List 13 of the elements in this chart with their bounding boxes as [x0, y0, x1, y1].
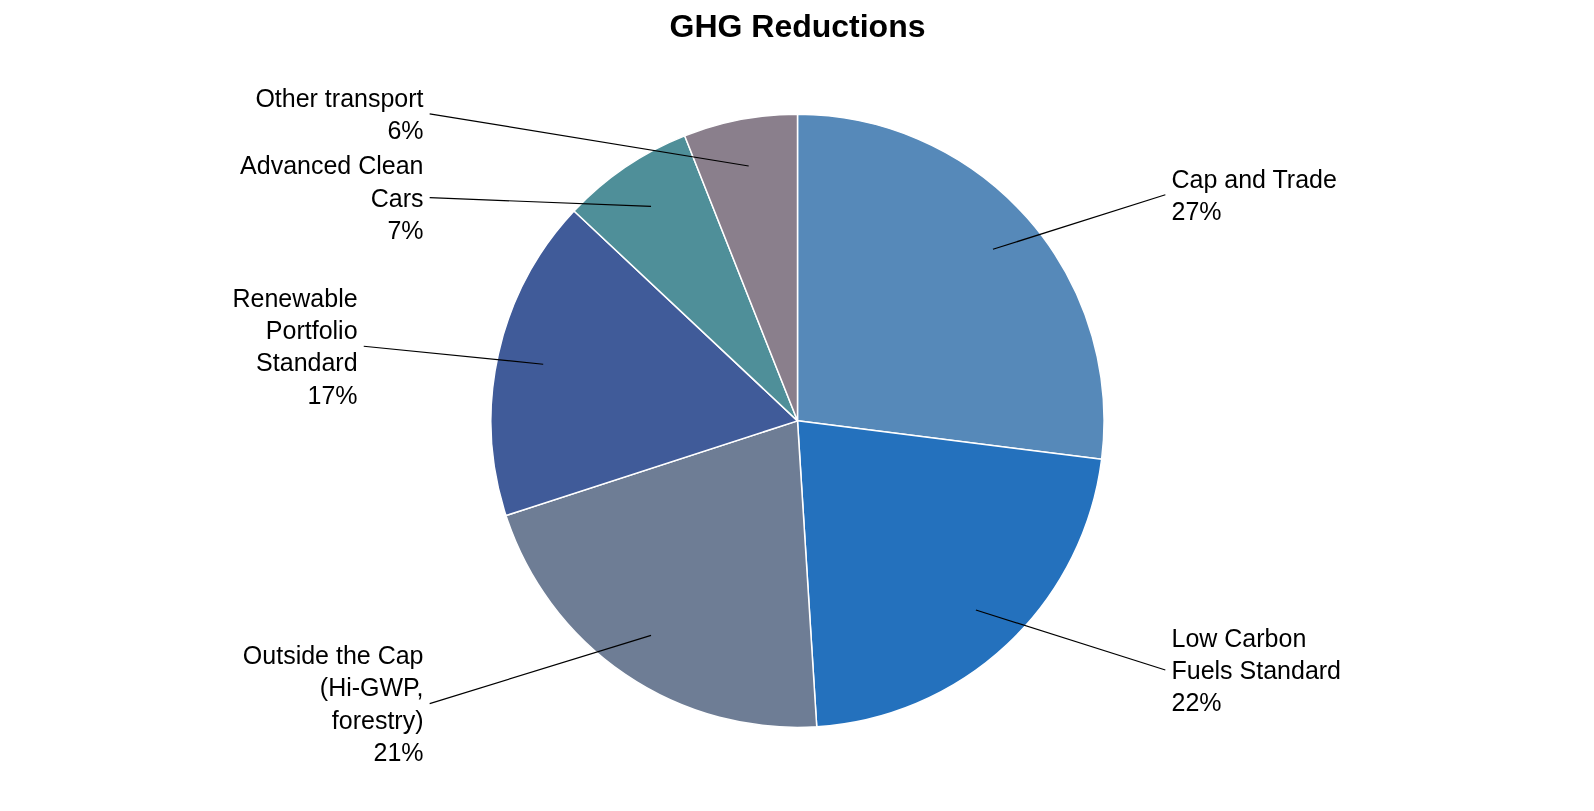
slice-label: Other transport [255, 83, 424, 112]
data-label: 6% [387, 115, 424, 144]
slice-label: Low Carbon Fuels Standard [1171, 623, 1342, 685]
slice-label: Cap and Trade [1171, 164, 1337, 193]
slice-label: Renewable Portfolio Standard [232, 283, 358, 377]
data-label: 17% [307, 380, 358, 409]
data-label: 7% [387, 215, 424, 244]
data-label: 21% [373, 737, 424, 766]
slice-label: Advanced Clean Cars [240, 151, 424, 212]
chart-title: GHG Reductions [669, 7, 926, 44]
slice-label: Outside the Cap (Hi-GWP, forestry) [242, 641, 424, 734]
data-label: 22% [1171, 688, 1222, 717]
data-label: 27% [1171, 196, 1222, 225]
